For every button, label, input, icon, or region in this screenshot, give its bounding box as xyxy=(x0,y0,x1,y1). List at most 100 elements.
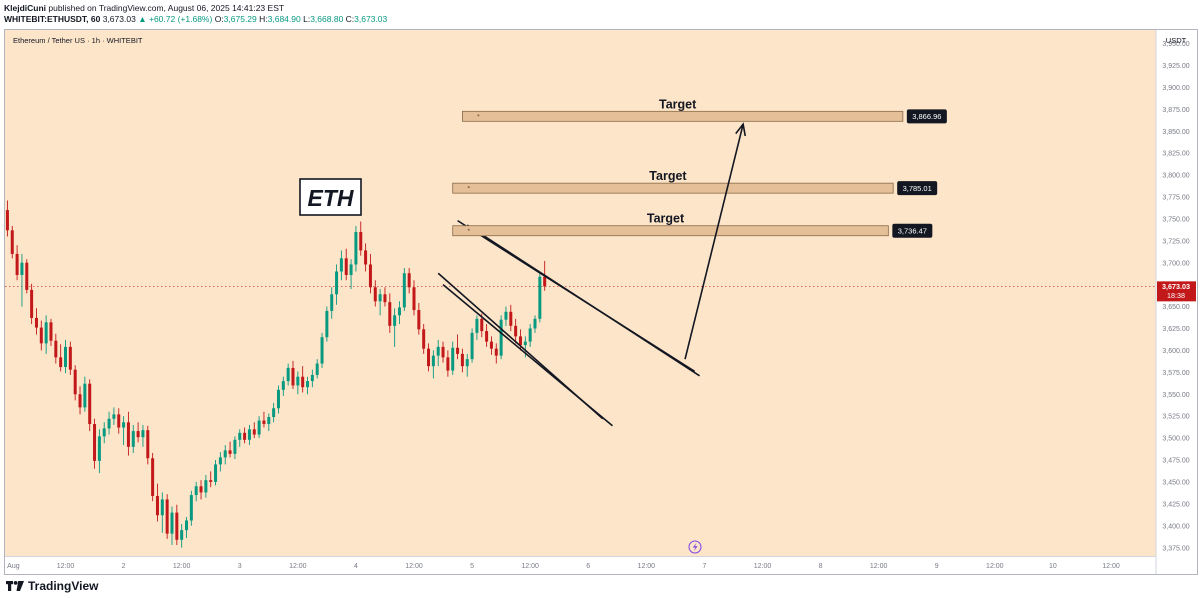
candle xyxy=(180,523,184,548)
price-tick-label: 3,750.00 xyxy=(1162,216,1189,223)
price-tick-label: 3,725.00 xyxy=(1162,238,1189,245)
candle xyxy=(397,301,401,325)
target-price-badge xyxy=(897,181,938,196)
candle xyxy=(257,416,261,439)
candle xyxy=(286,363,290,386)
price-tick-label: 3,400.00 xyxy=(1162,523,1189,530)
target-zone[interactable]: Target 3,785.01 xyxy=(452,169,938,196)
candle xyxy=(10,225,14,259)
price-tick-label: 3,900.00 xyxy=(1162,85,1189,92)
price-tick-label: 3,825.00 xyxy=(1162,151,1189,158)
time-tick-label: 12:00 xyxy=(173,563,191,570)
candle xyxy=(238,429,242,447)
price-tick-label: 3,550.00 xyxy=(1162,392,1189,399)
price-tick-label: 3,875.00 xyxy=(1162,107,1189,114)
candle xyxy=(451,341,455,375)
candle xyxy=(364,243,368,272)
candle xyxy=(417,303,421,335)
price-change: +60.72 (+1.68%) xyxy=(148,14,213,24)
candle xyxy=(170,506,174,546)
candle xyxy=(155,483,159,522)
target-label: Target xyxy=(649,169,687,183)
trend-channel-line[interactable] xyxy=(442,284,613,427)
eth-annotation-text: ETH xyxy=(308,185,354,211)
footer: TradingView xyxy=(0,577,1200,598)
trend-channel-line[interactable] xyxy=(466,224,701,377)
time-tick-label: 12:00 xyxy=(405,563,423,570)
lightning-icon[interactable] xyxy=(688,540,702,554)
target-zone[interactable]: Target 3,866.96 xyxy=(461,97,947,124)
symbol-label: WHITEBIT:ETHUSDT, 60 xyxy=(4,14,101,24)
open-label: O: xyxy=(214,14,224,24)
candle xyxy=(175,504,179,546)
candle xyxy=(160,492,164,533)
target-price-label: 3,785.01 xyxy=(903,184,932,193)
candle xyxy=(64,339,68,374)
candle xyxy=(30,283,34,325)
candle xyxy=(494,343,498,364)
candle xyxy=(209,471,213,488)
candle xyxy=(412,280,416,316)
candle xyxy=(233,436,237,460)
price-tick-label: 3,775.00 xyxy=(1162,195,1189,202)
price-chart[interactable]: 3,950.00 3,925.00 3,900.00 3,875.00 3,850.00… xyxy=(5,30,1197,574)
candle xyxy=(344,248,348,281)
current-price-flag: 3,673.03 18:38 xyxy=(1157,281,1196,302)
ohlc-line: WHITEBIT:ETHUSDT, 60 3,673.03 ▲ +60.72 (… xyxy=(4,14,387,25)
candle xyxy=(5,200,9,237)
price-tick-label: 3,425.00 xyxy=(1162,501,1189,508)
close-value: 3,673.03 xyxy=(354,14,388,24)
time-tick-label: 4 xyxy=(354,563,358,570)
candle xyxy=(378,289,382,316)
candle xyxy=(422,324,426,354)
candle xyxy=(243,427,247,444)
tradingview-logo-icon xyxy=(6,580,24,591)
candle xyxy=(223,445,227,465)
eth-annotation[interactable]: ETH xyxy=(299,178,362,216)
candle xyxy=(281,376,285,396)
candle xyxy=(359,221,363,256)
candle xyxy=(15,245,19,281)
price-tick-label: 3,375.00 xyxy=(1162,545,1189,552)
low-value: 3,668.80 xyxy=(310,14,344,24)
price-tick-label: 3,575.00 xyxy=(1162,370,1189,377)
candle xyxy=(112,407,116,425)
time-tick-label: 12:00 xyxy=(1102,563,1120,570)
candle xyxy=(44,315,48,354)
candle xyxy=(456,334,460,360)
candle xyxy=(296,371,300,395)
time-tick-label: 12:00 xyxy=(638,563,656,570)
current-price-label: 3,673.03 xyxy=(1162,282,1190,291)
close-label: C: xyxy=(345,14,355,24)
time-tick-label: 12:00 xyxy=(289,563,307,570)
candle xyxy=(465,353,469,377)
currency-label[interactable]: USDT xyxy=(1166,36,1187,45)
symbol-title: Ethereum / Tether US · 1h · WHITEBIT xyxy=(13,36,143,45)
candle xyxy=(126,411,130,456)
candle xyxy=(306,376,310,395)
published-text: published on TradingView.com, August 06,… xyxy=(48,3,285,13)
target-zone[interactable]: Target 3,736.47 xyxy=(452,212,933,238)
candle xyxy=(335,264,339,305)
time-tick-label: 12:00 xyxy=(754,563,772,570)
candle xyxy=(349,259,353,290)
time-tick-label: 9 xyxy=(935,563,939,570)
target-price-badge xyxy=(906,109,947,124)
candle xyxy=(189,490,193,526)
tradingview-logo[interactable]: TradingView xyxy=(6,579,98,593)
candle xyxy=(25,259,29,294)
high-label: H: xyxy=(259,14,268,24)
chart-frame[interactable]: 3,950.00 3,925.00 3,900.00 3,875.00 3,850.00… xyxy=(4,29,1198,575)
projection-arrow[interactable] xyxy=(684,122,747,360)
candle xyxy=(460,348,464,373)
candle xyxy=(97,429,101,474)
candle xyxy=(93,418,97,469)
candle xyxy=(310,369,314,388)
candle xyxy=(407,267,411,294)
candle xyxy=(533,315,537,333)
time-tick-label: 6 xyxy=(586,563,590,570)
time-tick-label: 12:00 xyxy=(57,563,75,570)
arrow-head xyxy=(735,122,747,137)
target-price-label: 3,866.96 xyxy=(912,112,941,121)
author-name[interactable]: KlejdiCuni xyxy=(4,3,47,13)
